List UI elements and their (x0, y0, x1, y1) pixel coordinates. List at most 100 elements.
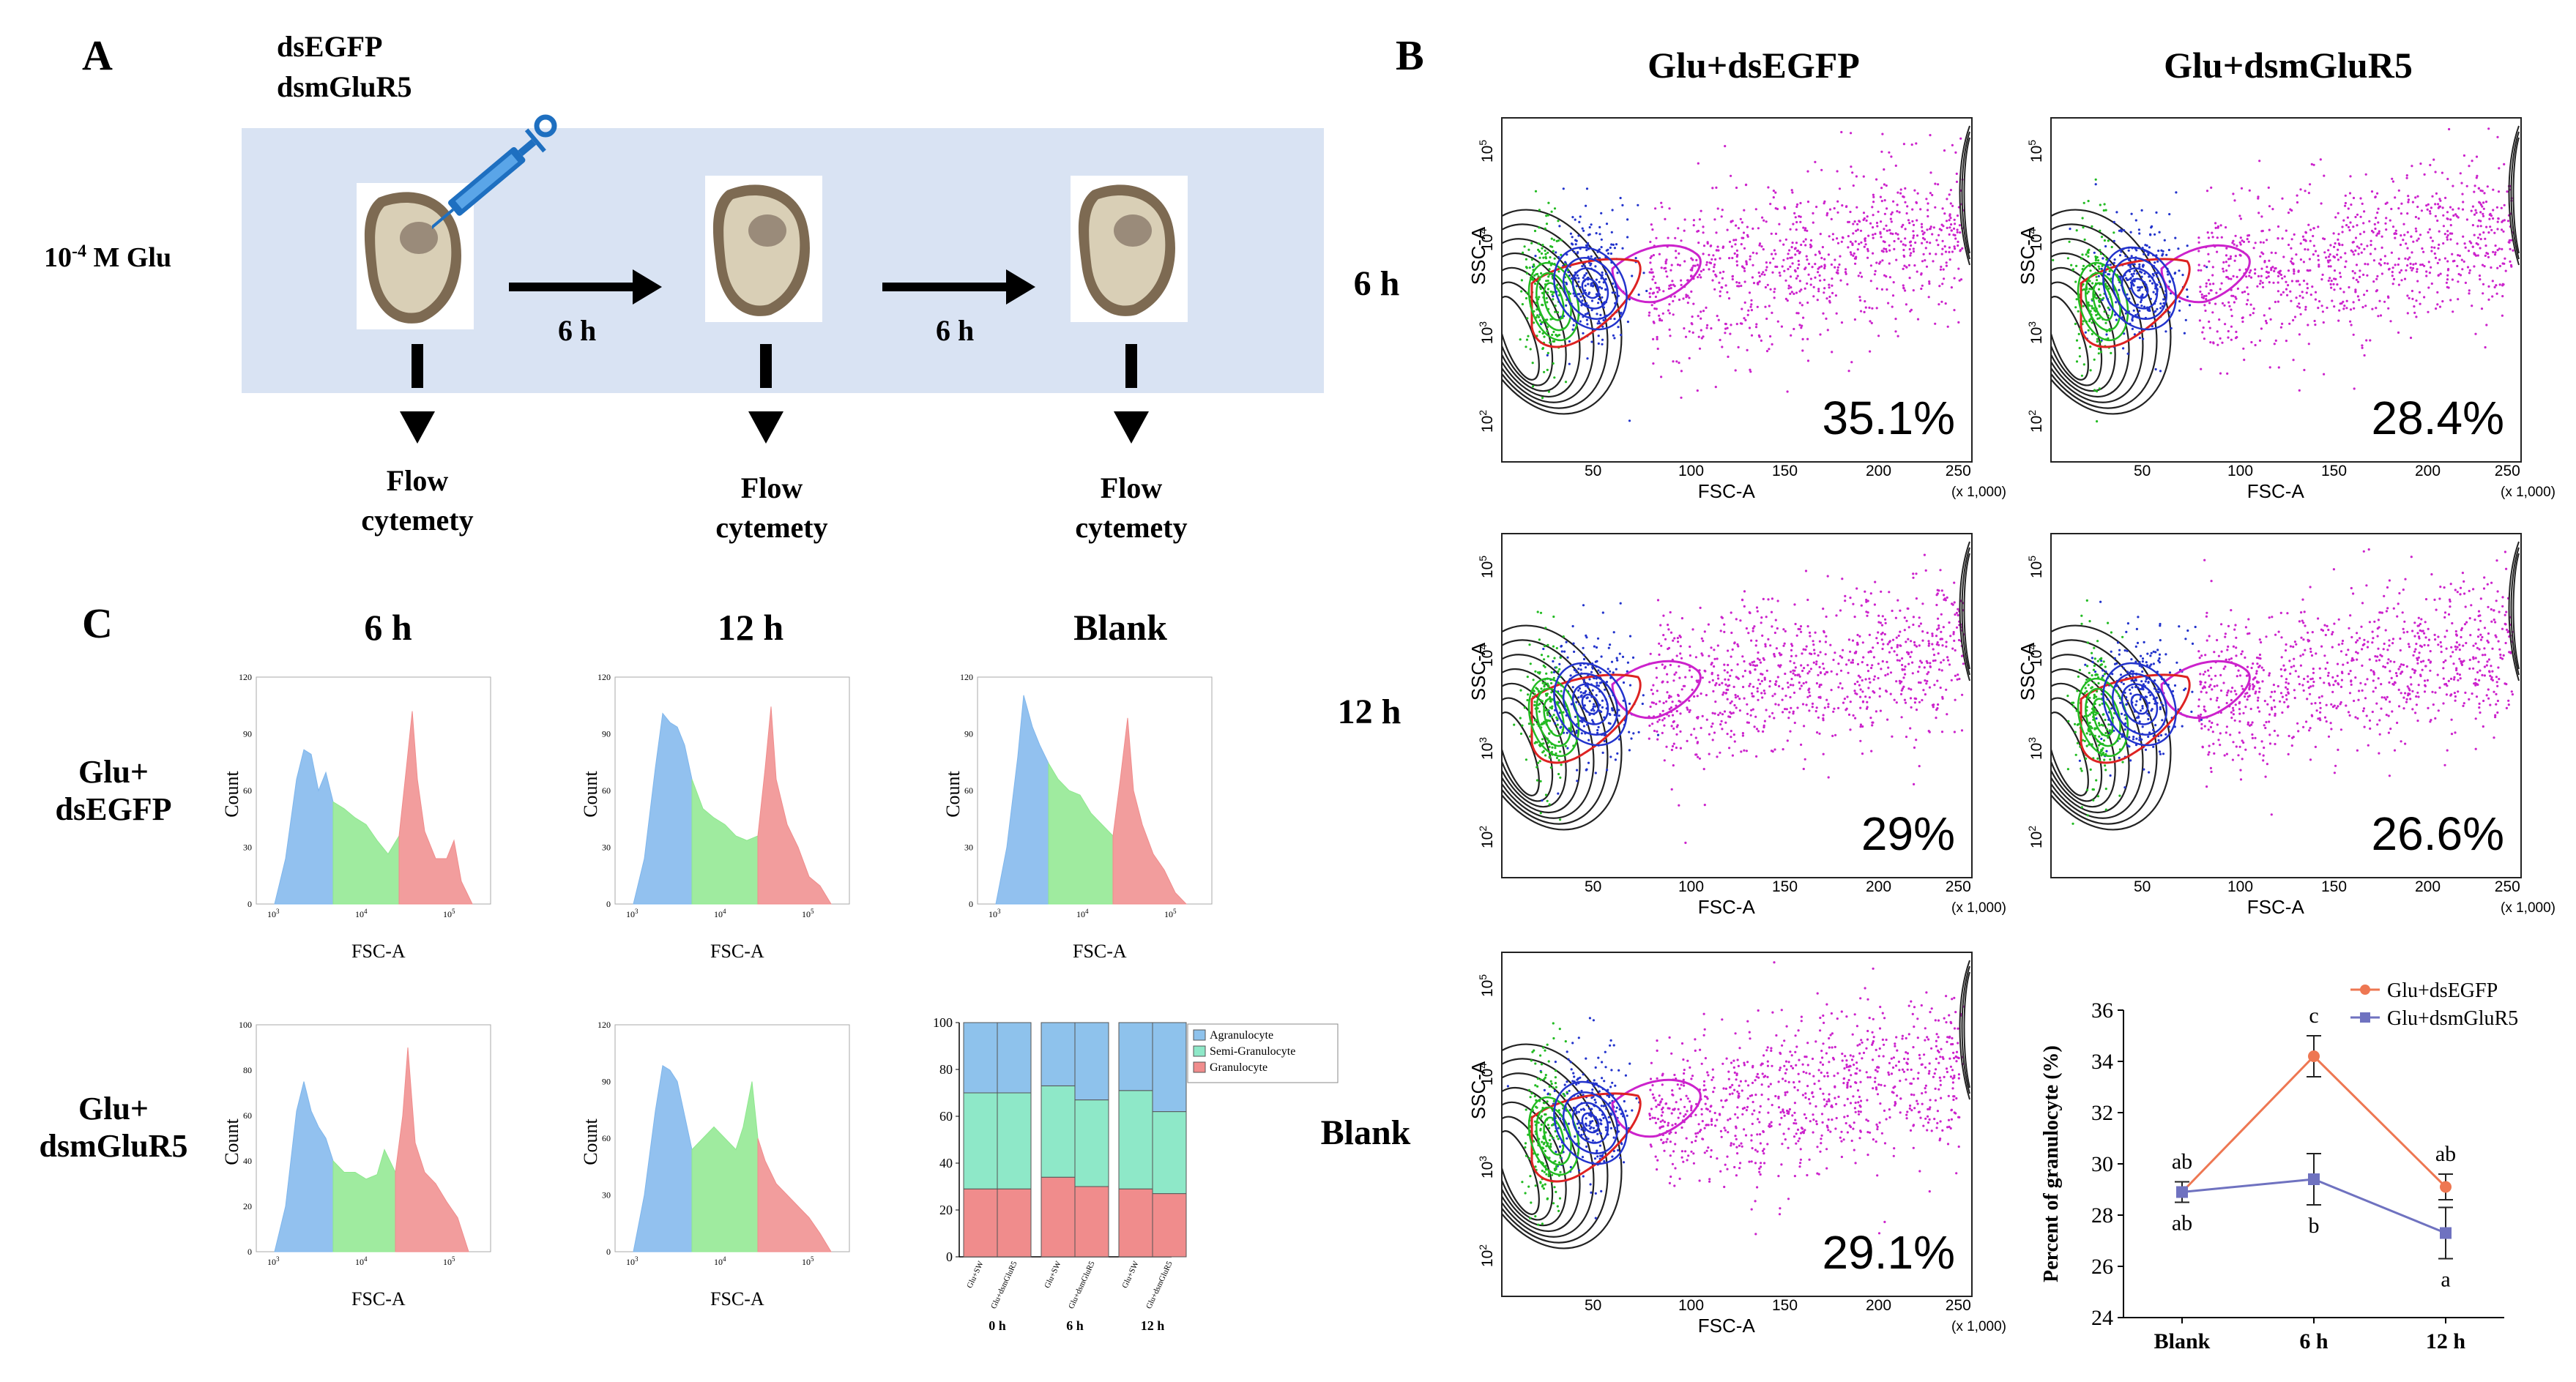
semi-granulocyte-point (1586, 319, 1588, 321)
granulocyte-point (1940, 631, 1942, 633)
granulocyte-point (1677, 640, 1679, 643)
granulocyte-point (2314, 324, 2316, 326)
semi-granulocyte-point (1632, 657, 1634, 659)
granulocyte-point (2366, 290, 2368, 292)
agranulocyte-point (1556, 728, 1558, 730)
granulocyte-point (2357, 295, 2359, 297)
semi-granulocyte-point (2154, 310, 2156, 313)
granulocyte-point (1671, 788, 1673, 791)
granulocyte-point (2485, 201, 2487, 203)
granulocyte-point (2208, 744, 2211, 747)
granulocyte-point (1866, 708, 1868, 710)
granulocyte-point (2505, 270, 2507, 272)
granulocyte-point (1854, 616, 1856, 618)
semi-granulocyte-point (1590, 283, 1592, 285)
agranulocyte-point (2074, 280, 2077, 283)
granulocyte-point (1787, 681, 1789, 684)
granulocyte-point (2384, 666, 2386, 668)
agranulocyte-point (1554, 747, 1556, 749)
agranulocyte-point (2111, 246, 2113, 248)
granulocyte-point (1908, 222, 1910, 224)
granulocyte-point (2356, 639, 2359, 641)
granulocyte-point (2397, 668, 2400, 670)
semi-granulocyte-point (1598, 726, 1600, 728)
granulocyte-point (1675, 747, 1678, 749)
granulocyte-point (1940, 613, 1943, 616)
agranulocyte-point (1521, 279, 1523, 281)
granulocyte-point (2280, 612, 2282, 614)
granulocyte-point (1713, 658, 1716, 660)
granulocyte-point (1932, 703, 1935, 706)
granulocyte-point (2424, 690, 2426, 692)
agranulocyte-point (1525, 758, 1527, 761)
granulocyte-point (1771, 597, 1773, 600)
granulocyte-point (1677, 264, 1679, 266)
granulocyte-point (2383, 301, 2386, 303)
granulocyte-point (1946, 597, 1948, 599)
granulocyte-point (2329, 244, 2331, 246)
semi-granulocyte-point (1609, 722, 1612, 725)
granulocyte-point (2274, 706, 2276, 708)
granulocyte-point (1914, 701, 1916, 703)
granulocyte-point (1924, 259, 1926, 261)
granulocyte-point (2210, 726, 2212, 728)
granulocyte-point (1696, 231, 1698, 233)
granulocyte-point (1822, 717, 1824, 720)
semi-granulocyte-point (1587, 244, 1589, 247)
granulocyte-point (1856, 681, 1858, 683)
granulocyte-point (2430, 250, 2432, 252)
granulocyte-point (2281, 656, 2283, 658)
granulocyte-point (2363, 294, 2365, 296)
granulocyte-point (1713, 288, 1716, 291)
granulocyte-point (2292, 263, 2294, 265)
semi-granulocyte-point (2104, 245, 2107, 247)
granulocyte-point (2326, 720, 2328, 722)
granulocyte-point (2402, 589, 2405, 591)
granulocyte-point (1675, 671, 1677, 673)
granulocyte-point (1956, 181, 1958, 183)
semi-granulocyte-point (2159, 302, 2162, 305)
granulocyte-point (2270, 695, 2272, 698)
granulocyte-point (2494, 621, 2496, 623)
granulocyte-point (1740, 750, 1742, 752)
granulocyte-point (2208, 279, 2210, 281)
granulocyte-point (1857, 248, 1859, 250)
granulocyte-point (1661, 206, 1663, 208)
granulocyte-point (2366, 244, 2368, 247)
granulocyte-point (1809, 695, 1811, 697)
granulocyte-point (1765, 220, 1768, 223)
x-tick-label: 200 (2415, 463, 2441, 480)
granulocyte-point (1820, 651, 1822, 653)
semi-granulocyte-point (2138, 228, 2140, 231)
agranulocyte-point (1522, 303, 1524, 305)
granulocyte-point (1885, 622, 1887, 624)
granulocyte-point (2358, 247, 2360, 249)
granulocyte-point (1869, 681, 1871, 684)
granulocyte-point (2268, 260, 2270, 262)
granulocyte-point (1648, 738, 1650, 740)
granulocyte-point (2321, 305, 2323, 307)
granulocyte-point (1714, 684, 1716, 686)
granulocyte-point (1891, 233, 1894, 235)
agranulocyte-point (1565, 745, 1567, 747)
granulocyte-point (1946, 261, 1948, 264)
granulocyte-point (2230, 609, 2232, 611)
semi-granulocyte-point (1612, 283, 1614, 285)
semi-granulocyte-point (1570, 233, 1572, 235)
granulocyte-percentage: 29% (1861, 807, 1955, 861)
granulocyte-point (1756, 728, 1758, 730)
granulocyte-point (1700, 310, 1702, 313)
granulocyte-point (1935, 253, 1937, 255)
syringe-icon (432, 110, 564, 234)
agranulocyte-point (2084, 239, 2086, 241)
agranulocyte-point (1559, 750, 1561, 752)
granulocyte-point (2198, 242, 2200, 244)
granulocyte-point (2403, 621, 2405, 623)
granulocyte-point (2440, 641, 2442, 643)
granulocyte-point (2309, 758, 2312, 761)
granulocyte-point (1880, 633, 1883, 635)
granulocyte-point (2456, 242, 2458, 244)
agranulocyte-point (2089, 269, 2091, 272)
granulocyte-point (1881, 288, 1883, 291)
granulocyte-point (2292, 319, 2294, 321)
